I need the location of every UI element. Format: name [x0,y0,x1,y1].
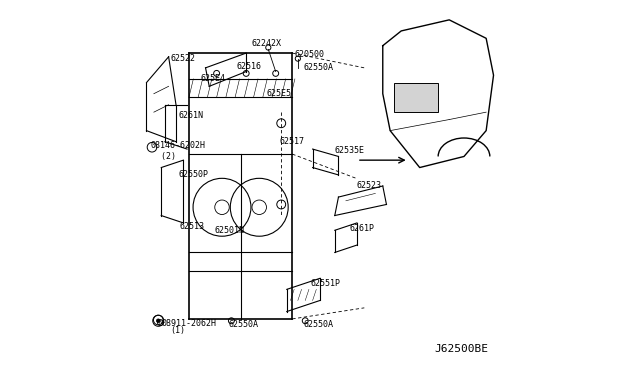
Text: 62550A: 62550A [229,320,259,329]
Text: 62513: 62513 [180,222,205,231]
Text: 6261P: 6261P [349,224,374,233]
Text: 62551P: 62551P [311,279,340,288]
Text: 62242X: 62242X [252,39,282,48]
Text: 625E5: 625E5 [266,89,291,98]
Text: 62501N: 62501N [215,226,244,235]
Text: 62550A: 62550A [303,320,333,329]
Text: 62550P: 62550P [179,170,209,179]
Text: 08146-6202H
  (2): 08146-6202H (2) [151,141,206,161]
Text: 62523: 62523 [357,182,382,190]
Circle shape [156,319,160,323]
Text: 62517: 62517 [280,137,305,146]
Text: (1): (1) [170,326,186,335]
Text: 62535E: 62535E [335,147,365,155]
Text: 620500: 620500 [294,51,324,60]
Text: 6261N: 6261N [179,111,204,121]
FancyBboxPatch shape [394,83,438,112]
Text: 625E4: 625E4 [200,74,225,83]
Text: J62500BE: J62500BE [434,344,488,354]
Text: 08911-2062H: 08911-2062H [162,319,217,328]
Text: N: N [159,320,163,325]
Text: 62550A: 62550A [303,63,333,72]
Text: 62516: 62516 [237,61,262,71]
Text: 62522: 62522 [170,54,195,63]
